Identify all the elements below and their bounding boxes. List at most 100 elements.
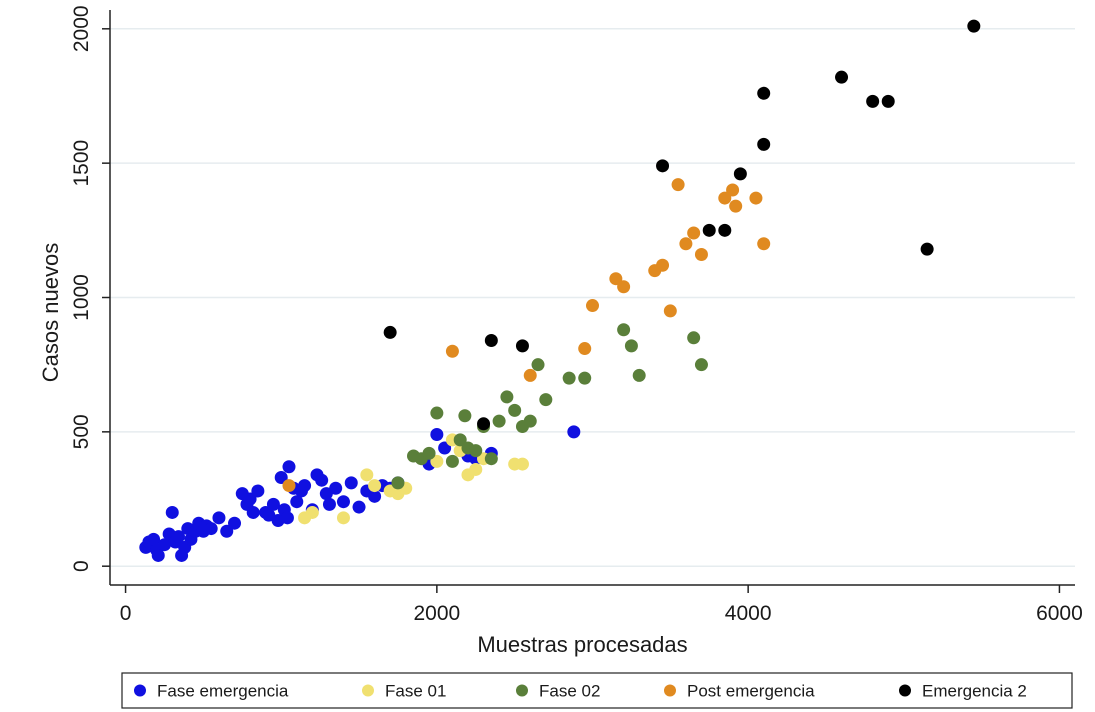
point-fase-emergencia	[567, 425, 581, 439]
point-fase-02	[694, 358, 708, 372]
point-fase-02	[484, 452, 498, 466]
point-fase-02	[500, 390, 514, 404]
x-axis-ticks: 0 2000 4000 6000	[120, 585, 1083, 625]
point-fase-emergencia	[266, 497, 280, 511]
point-fase-emergencia	[298, 479, 312, 493]
point-fase-02	[632, 368, 646, 382]
point-fase-02	[430, 406, 444, 420]
point-fase-emergencia	[165, 505, 179, 519]
point-emergencia-2	[757, 86, 771, 100]
y-gridlines	[110, 28, 1075, 567]
legend-label: Post emergencia	[687, 682, 815, 701]
point-fase-02	[508, 403, 522, 417]
point-post-emergencia	[586, 299, 599, 313]
point-post-emergencia	[757, 237, 771, 251]
point-fase-emergencia	[280, 511, 294, 525]
point-fase-emergencia	[438, 441, 452, 455]
point-post-emergencia	[617, 280, 631, 294]
point-emergencia-2	[866, 94, 880, 108]
point-fase-emergencia	[228, 516, 242, 530]
legend-marker	[134, 684, 146, 697]
legend: Fase emergencia Fase 01 Fase 02 Post emerge…	[121, 672, 1073, 709]
point-fase-01	[368, 479, 382, 493]
point-post-emergencia	[523, 368, 537, 382]
point-post-emergencia	[282, 479, 296, 493]
point-fase-01	[469, 462, 483, 476]
point-post-emergencia	[729, 199, 743, 213]
point-fase-emergencia	[322, 497, 336, 511]
point-emergencia-2	[920, 242, 934, 256]
point-fase-emergencia	[171, 530, 185, 544]
y-tick-label: 2000	[70, 5, 93, 52]
point-fase-emergencia	[147, 532, 161, 546]
point-fase-02	[562, 371, 576, 385]
x-tick-label: 6000	[1036, 602, 1083, 625]
legend-marker	[516, 684, 528, 697]
legend-label: Fase emergencia	[157, 682, 289, 701]
point-fase-02	[469, 444, 483, 458]
legend-label: Fase 02	[539, 682, 600, 701]
x-tick-label: 2000	[413, 602, 460, 625]
point-fase-02	[523, 414, 537, 428]
legend-marker	[362, 684, 374, 697]
point-fase-02	[624, 339, 638, 353]
point-post-emergencia	[718, 191, 732, 205]
point-emergencia-2	[733, 167, 747, 181]
point-post-emergencia	[749, 191, 763, 205]
point-fase-emergencia	[368, 489, 382, 503]
point-fase-01	[430, 454, 444, 468]
point-emergencia-2	[835, 70, 849, 84]
point-post-emergencia	[726, 183, 740, 197]
point-fase-emergencia	[329, 481, 343, 495]
point-fase-emergencia	[315, 473, 329, 487]
point-fase-emergencia	[251, 484, 265, 498]
point-fase-emergencia	[430, 428, 444, 442]
point-fase-02	[391, 476, 405, 490]
legend-label: Fase 01	[385, 682, 446, 701]
point-emergencia-2	[383, 325, 397, 339]
point-fase-02	[539, 393, 553, 407]
x-tick-label: 0	[120, 602, 132, 625]
point-fase-emergencia	[157, 538, 171, 552]
legend-marker	[664, 684, 676, 697]
point-fase-emergencia	[336, 495, 350, 509]
legend-label: Emergencia 2	[922, 682, 1027, 701]
point-post-emergencia	[663, 304, 677, 318]
point-emergencia-2	[881, 94, 895, 108]
point-fase-01	[305, 505, 319, 519]
legend-marker	[899, 684, 911, 697]
point-emergencia-2	[515, 339, 529, 353]
point-fase-01	[515, 457, 529, 471]
point-emergencia-2	[656, 159, 670, 173]
x-axis-title: Muestras procesadas	[477, 632, 687, 657]
point-fase-01	[336, 511, 350, 525]
y-tick-label: 0	[70, 560, 93, 572]
point-post-emergencia	[679, 237, 693, 251]
point-fase-02	[578, 371, 592, 385]
point-fase-emergencia	[204, 522, 218, 536]
point-fase-02	[445, 454, 459, 468]
point-fase-02	[687, 331, 701, 345]
legend-box	[121, 672, 1073, 709]
point-fase-emergencia	[243, 492, 257, 506]
point-emergencia-2	[702, 223, 716, 237]
y-axis-ticks: 0 500 1000 1500 2000	[70, 5, 110, 572]
point-fase-01	[360, 468, 374, 482]
point-fase-emergencia	[352, 500, 366, 514]
point-fase-02	[453, 433, 467, 447]
point-fase-emergencia	[290, 495, 304, 509]
y-tick-label: 1000	[70, 274, 93, 321]
point-post-emergencia	[445, 344, 459, 358]
point-fase-02	[531, 358, 545, 372]
point-fase-emergencia	[246, 505, 260, 519]
data-points	[139, 19, 981, 562]
point-post-emergencia	[694, 248, 708, 262]
point-fase-emergencia	[151, 548, 165, 562]
point-fase-emergencia	[344, 476, 358, 490]
point-emergencia-2	[967, 19, 981, 33]
y-tick-label: 1500	[70, 140, 93, 187]
point-fase-emergencia	[220, 524, 234, 538]
point-emergencia-2	[718, 223, 732, 237]
point-emergencia-2	[757, 137, 771, 151]
